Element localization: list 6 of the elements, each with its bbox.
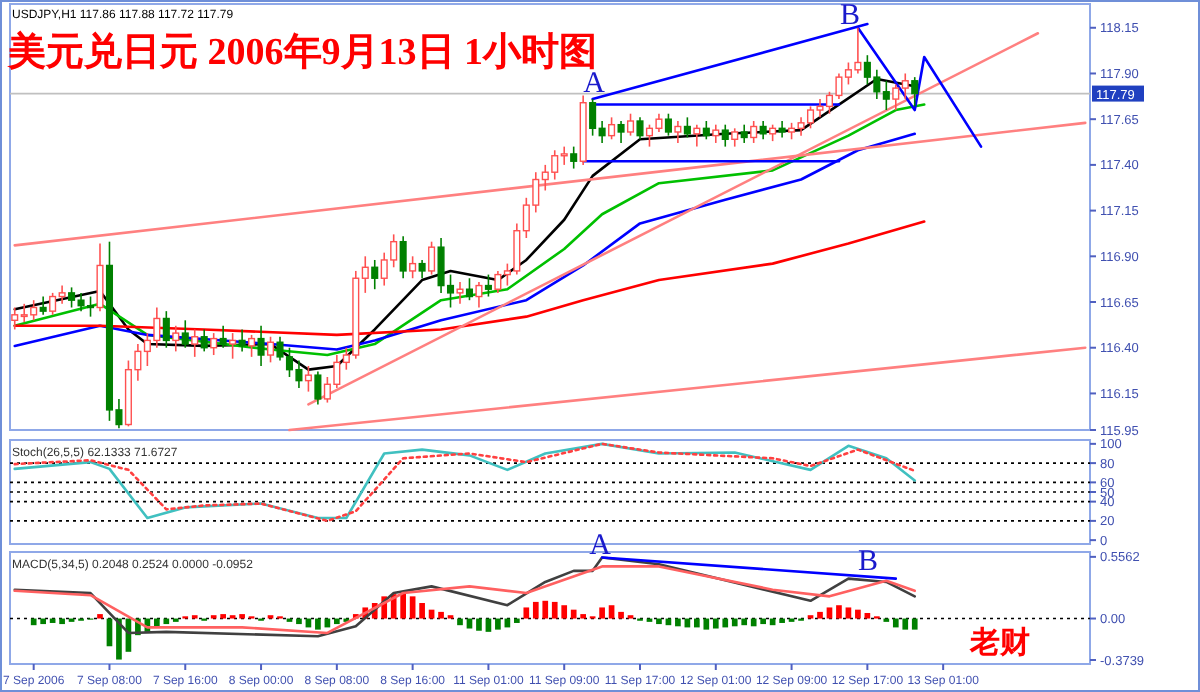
annotation: A: [589, 530, 612, 562]
text: 美元兑日元 2006年9月13日 1小时图: [6, 30, 597, 74]
annotation: A: [583, 68, 606, 100]
annotation: B: [839, 0, 861, 32]
annotation: B: [857, 546, 879, 578]
annotation: 老财: [968, 626, 1030, 660]
